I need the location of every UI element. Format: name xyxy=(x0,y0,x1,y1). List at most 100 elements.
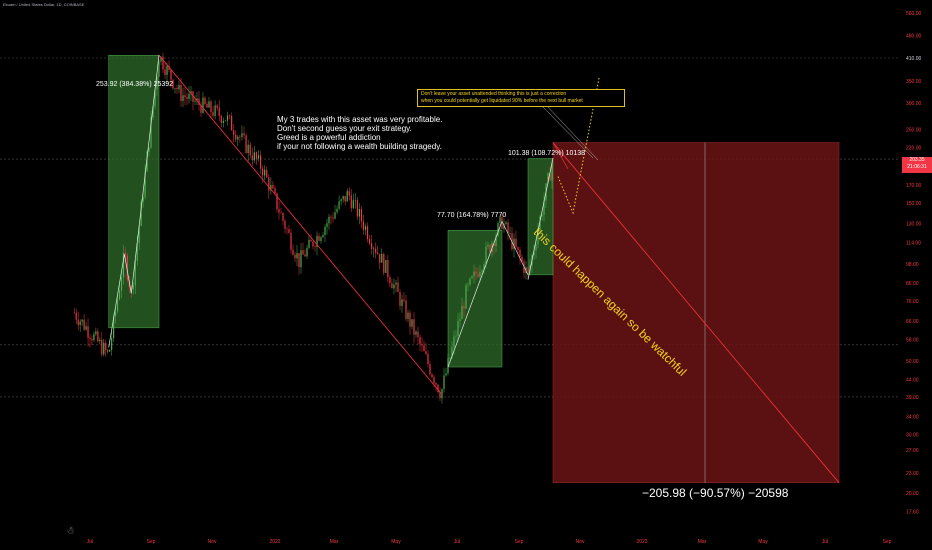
candle xyxy=(255,152,258,159)
candle xyxy=(487,244,489,247)
y-tick-label: 350.00 xyxy=(906,79,922,85)
candle xyxy=(399,291,401,306)
projection-start-line xyxy=(552,142,569,169)
candle xyxy=(93,334,95,341)
candle xyxy=(286,228,288,230)
candle xyxy=(268,177,270,191)
candle xyxy=(101,339,103,355)
candle xyxy=(122,252,125,278)
candle xyxy=(403,299,405,301)
candle xyxy=(107,350,109,352)
candle xyxy=(120,277,123,291)
candle xyxy=(489,244,491,252)
candle xyxy=(241,133,243,138)
candle xyxy=(118,290,121,300)
y-tick-label: 220.00 xyxy=(906,146,922,152)
y-tick-label: 39.00 xyxy=(906,395,919,401)
y-tick-label: 114.00 xyxy=(906,240,921,246)
trade-label-2: 77.70 (164.78%) 7770 xyxy=(437,212,507,219)
candle xyxy=(247,144,249,154)
x-tick-label: Sep xyxy=(883,539,892,545)
candle xyxy=(103,342,105,355)
candle xyxy=(214,105,216,116)
x-tick-label: Nov xyxy=(576,539,585,545)
candle xyxy=(89,337,91,339)
callout-pointer xyxy=(544,103,599,161)
candle xyxy=(473,271,475,277)
candle xyxy=(373,248,375,250)
candle xyxy=(210,101,212,113)
candle xyxy=(401,299,403,306)
candle xyxy=(381,254,383,263)
candle xyxy=(344,196,346,202)
candle xyxy=(304,254,306,257)
x-tick-label: Nov xyxy=(208,539,217,545)
candle xyxy=(262,168,264,176)
candle xyxy=(166,65,168,75)
y-tick-label: 86.00 xyxy=(906,281,919,287)
candle xyxy=(535,244,537,251)
candle xyxy=(204,97,206,104)
candle xyxy=(73,312,75,314)
candle xyxy=(417,331,419,338)
trade-box-2 xyxy=(447,230,503,368)
candle xyxy=(391,283,393,289)
x-tick-label: Mar xyxy=(698,539,707,545)
candle xyxy=(298,253,300,268)
candle xyxy=(296,253,298,259)
candle xyxy=(385,259,387,273)
candle xyxy=(259,155,262,169)
candle xyxy=(429,364,431,375)
candle xyxy=(294,254,296,259)
candle xyxy=(475,271,477,274)
candle xyxy=(180,85,182,101)
candle xyxy=(362,221,365,230)
y-tick-label: 66.00 xyxy=(906,319,919,325)
trades-note: My 3 trades with this asset was very pro… xyxy=(277,115,443,151)
candle xyxy=(148,147,150,152)
candle xyxy=(97,331,99,342)
candle xyxy=(437,384,439,393)
candle xyxy=(228,115,231,117)
candle xyxy=(190,91,192,94)
candle xyxy=(152,106,154,118)
candle xyxy=(471,276,473,279)
candle xyxy=(515,238,517,248)
candle xyxy=(350,195,352,209)
candle xyxy=(144,171,146,198)
candle xyxy=(354,199,356,201)
candle xyxy=(457,321,459,336)
candle xyxy=(172,79,174,89)
tradingview-logo-icon[interactable]: ☃ xyxy=(66,526,75,537)
candle xyxy=(308,239,310,248)
candle xyxy=(413,319,415,335)
candle xyxy=(507,222,509,234)
candle xyxy=(85,326,87,330)
candle xyxy=(340,199,342,202)
candle xyxy=(162,56,164,70)
candle xyxy=(411,319,413,327)
candle xyxy=(276,193,278,210)
candle xyxy=(249,144,251,156)
candle xyxy=(364,226,367,230)
candle xyxy=(397,282,399,292)
candle xyxy=(425,351,427,355)
trade-path-3 xyxy=(527,157,554,280)
downtrend-line xyxy=(158,54,442,394)
candle xyxy=(170,69,172,80)
candle xyxy=(435,383,437,385)
x-tick-label: Mar xyxy=(330,539,339,545)
candle xyxy=(270,185,272,191)
candle xyxy=(91,338,93,341)
candle xyxy=(251,155,253,161)
candle xyxy=(342,196,344,200)
candle xyxy=(505,222,507,225)
candle xyxy=(178,85,180,90)
y-tick-label: 560.00 xyxy=(906,11,922,17)
candle xyxy=(421,344,423,346)
candle xyxy=(126,255,128,280)
trade-path-2 xyxy=(447,221,503,368)
candle xyxy=(465,285,467,309)
candle xyxy=(109,350,111,352)
